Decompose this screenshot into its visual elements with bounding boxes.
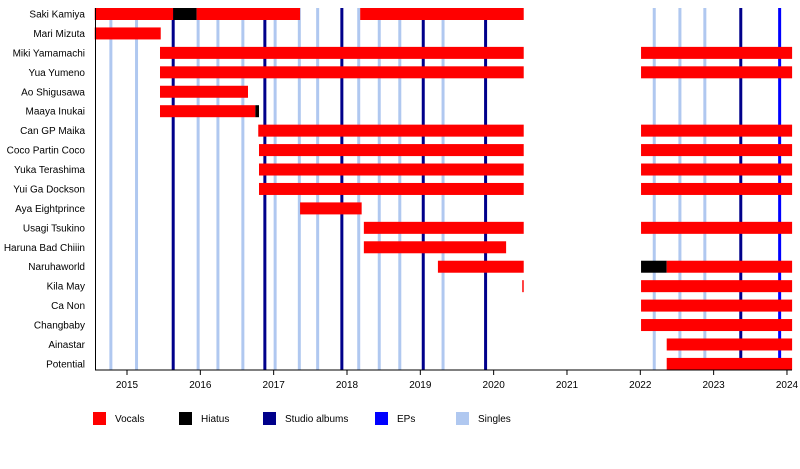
member-name-label: Maaya Inukai — [26, 107, 85, 118]
vocals-bar — [258, 124, 524, 137]
vocals-bar — [363, 221, 524, 234]
x-axis-ticks: 2015 2016 2017 2018 2019 2020 2021 2022 2023 2024 — [116, 370, 799, 391]
vocals-bar — [641, 319, 793, 332]
vocals-bar — [641, 163, 793, 176]
legend-label: Hiatus — [201, 414, 229, 425]
x-tick-label: 2015 — [116, 380, 139, 391]
x-tick-label: 2019 — [409, 380, 432, 391]
vocals-bar — [522, 280, 524, 293]
member-name-label: Usagi Tsukino — [23, 223, 86, 234]
x-tick-label: 2021 — [556, 380, 579, 391]
legend-swatch — [179, 412, 192, 425]
member-name-label: Potential — [46, 359, 85, 370]
member-name-label: Aya Eightprince — [15, 204, 85, 215]
vocals-bar — [159, 66, 524, 79]
vocals-bar — [360, 8, 524, 20]
vocals-bar — [94, 27, 161, 40]
member-name-label: Haruna Bad Chiiin — [4, 243, 85, 254]
member-name-label: Changbaby — [34, 321, 85, 332]
legend-swatch — [456, 412, 469, 425]
member-labels: Saki Kamiya Mari Mizuta Miki Yamamachi Yua … — [4, 10, 86, 371]
member-name-label: Ca Non — [51, 301, 85, 312]
member-name-label: Ao Shigusawa — [21, 87, 85, 98]
legend-swatch — [263, 412, 276, 425]
vocals-bar — [641, 46, 793, 59]
legend-label: Studio albums — [285, 414, 348, 425]
legend-swatch — [93, 412, 106, 425]
hiatus-bar — [255, 105, 259, 118]
vocals-bar — [300, 202, 362, 215]
vocals-bar — [437, 260, 524, 273]
vocals-bar — [666, 357, 793, 370]
member-name-label: Kila May — [47, 282, 85, 293]
vocals-bar — [641, 280, 793, 293]
vocals-bar — [159, 85, 248, 98]
legend-label: EPs — [397, 414, 415, 425]
vocals-bar — [159, 105, 256, 118]
vocals-bar — [641, 221, 793, 234]
member-name-label: Mari Mizuta — [33, 29, 85, 40]
x-tick-label: 2017 — [263, 380, 286, 391]
vocals-bar — [641, 144, 793, 157]
vocals-bar — [363, 241, 507, 254]
member-name-label: Naruhaworld — [28, 262, 85, 273]
vocals-bar — [666, 338, 793, 351]
vocals-bar — [641, 299, 793, 312]
x-tick-label: 2023 — [703, 380, 726, 391]
member-name-label: Can GP Maika — [20, 126, 85, 137]
x-tick-label: 2020 — [483, 380, 506, 391]
x-tick-label: 2024 — [776, 380, 799, 391]
vocals-bar — [641, 182, 793, 195]
legend-label: Singles — [478, 414, 511, 425]
hiatus-bar — [173, 8, 197, 20]
vocals-bar — [641, 124, 793, 137]
x-tick-label: 2018 — [336, 380, 359, 391]
x-tick-label: 2022 — [629, 380, 652, 391]
member-name-label: Ainastar — [48, 340, 85, 351]
hiatus-bar — [641, 260, 667, 273]
vocals-bar — [196, 8, 301, 20]
member-name-label: Saki Kamiya — [29, 10, 85, 21]
legend-swatch — [375, 412, 388, 425]
member-name-label: Coco Partin Coco — [7, 146, 86, 157]
vocals-bar — [258, 144, 524, 157]
member-name-label: Yua Yumeno — [28, 68, 85, 79]
member-bars — [94, 8, 793, 370]
vocals-bar — [94, 8, 174, 20]
vocals-bar — [641, 66, 793, 79]
member-name-label: Yui Ga Dockson — [13, 184, 85, 195]
vocals-bar — [258, 182, 524, 195]
x-tick-label: 2016 — [189, 380, 212, 391]
vocals-bar — [666, 260, 793, 273]
legend-label: Vocals — [115, 414, 144, 425]
vocals-bar — [258, 163, 524, 176]
vocals-bar — [159, 46, 524, 59]
member-name-label: Miki Yamamachi — [13, 48, 85, 59]
legend: Vocals Hiatus Studio albums EPs Singles — [93, 412, 511, 425]
member-name-label: Yuka Terashima — [14, 165, 85, 176]
